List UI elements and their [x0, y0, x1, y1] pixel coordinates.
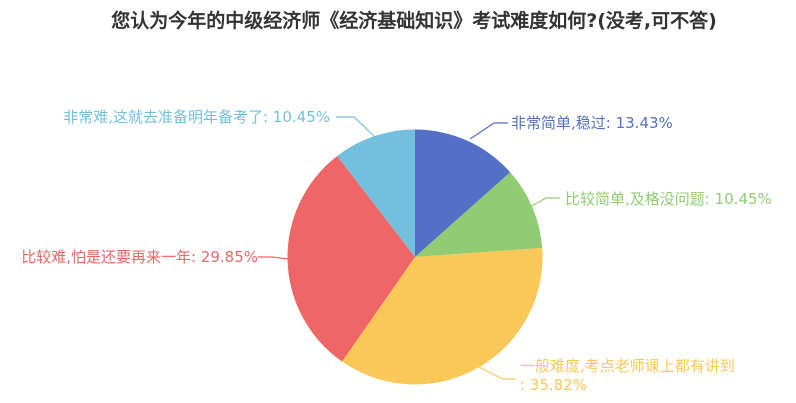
pie-label-very-hard: 非常难,这就去准备明年备考了: 10.45% [63, 108, 330, 127]
pie-label-text: 非常简单,稳过: 13.43% [511, 114, 673, 132]
pie-slice-very-easy[interactable] [415, 129, 511, 258]
pie-slice-fairly-easy[interactable] [415, 172, 543, 257]
pie-label-text: : 35.82% [520, 376, 588, 394]
pie-label-very-easy: 非常简单,稳过: 13.43% [511, 114, 673, 133]
pie-label-line-fairly-hard [258, 256, 289, 260]
pie-label-line-average-difficulty [476, 365, 516, 380]
pie-label-line-very-easy [469, 122, 508, 140]
pie-label-text: 一般难度,考点老师课上都有讲到 [520, 357, 735, 375]
pie-label-text: 非常难,这就去准备明年备考了: 10.45% [63, 108, 330, 126]
chart-title: 您认为今年的中级经济师《经济基础知识》考试难度如何?(没考,可不答) [111, 10, 717, 32]
pie-label-average-difficulty: 一般难度,考点老师课上都有讲到 : 35.82% [520, 357, 735, 395]
pie-slice-average-difficulty[interactable] [342, 248, 543, 385]
pie-label-line-fairly-easy [529, 197, 560, 208]
pie-label-line-very-hard [336, 116, 375, 137]
pie-label-fairly-easy: 比较简单,及格没问题: 10.45% [565, 190, 772, 209]
pie-slice-very-hard[interactable] [337, 129, 415, 258]
pie-label-text: 比较难,怕是还要再来一年: 29.85% [21, 248, 258, 266]
pie-slice-fairly-hard[interactable] [287, 156, 415, 362]
pie-label-text: 比较简单,及格没问题: 10.45% [565, 190, 772, 208]
pie-label-fairly-hard: 比较难,怕是还要再来一年: 29.85% [21, 248, 258, 267]
